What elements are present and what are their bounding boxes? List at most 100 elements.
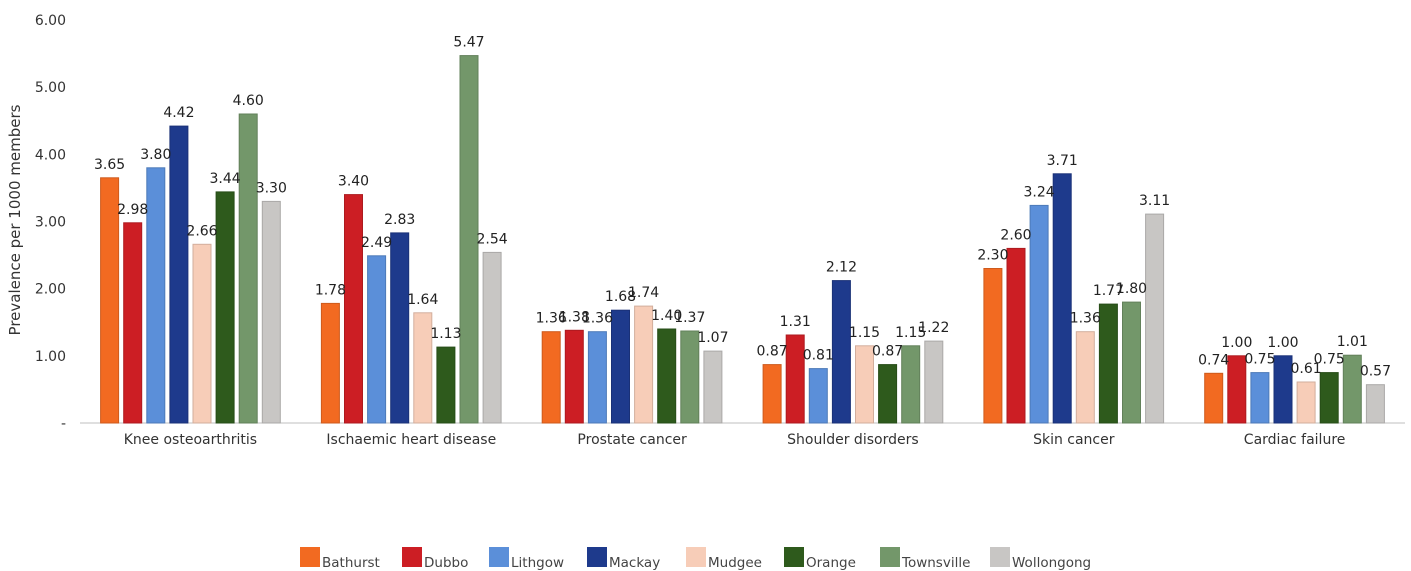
legend-label: Orange [806, 555, 856, 571]
legend-swatch-dubbo [402, 547, 422, 567]
bar-lithgow-2 [367, 255, 387, 424]
data-label: 1.80 [1116, 281, 1147, 297]
legend-swatch-lithgow [489, 547, 509, 567]
y-ticks: - 1.00 2.00 3.00 4.00 5.00 6.00 [35, 13, 66, 432]
data-label: 1.15 [849, 325, 880, 341]
data-label: 2.30 [977, 248, 1008, 264]
bar-mudgee-4 [855, 345, 874, 424]
data-label: 3.44 [210, 171, 241, 187]
bar-wollongong-6 [1365, 384, 1385, 424]
data-label: 0.74 [1198, 352, 1229, 368]
data-label: 2.60 [1000, 227, 1031, 243]
bar-mudgee-5 [1075, 331, 1095, 424]
data-label: 1.78 [315, 282, 346, 298]
x-category-label: Shoulder disorders [787, 432, 919, 448]
data-label: 1.64 [407, 292, 438, 308]
legend-swatch-townsville [880, 547, 900, 567]
bar-mackay-2 [390, 232, 410, 424]
data-label: 1.22 [918, 320, 949, 336]
bar-bathurst-2 [320, 302, 340, 424]
data-label: 0.75 [1244, 352, 1275, 368]
bars [100, 55, 1385, 424]
bar-orange-1 [215, 191, 235, 424]
x-category-label: Prostate cancer [577, 432, 687, 448]
legend-label: Lithgow [511, 555, 564, 571]
legend-label: Dubbo [424, 555, 468, 571]
data-label: 1.36 [1070, 311, 1101, 327]
data-label: 1.77 [1093, 283, 1124, 299]
bar-lithgow-6 [1250, 372, 1270, 424]
bar-dubbo-1 [123, 222, 143, 424]
bar-mudgee-2 [413, 312, 433, 424]
bar-mackay-5 [1052, 173, 1072, 424]
bar-orange-2 [436, 346, 456, 424]
data-labels: 3.65 2.98 3.80 4.42 2.66 3.44 4.60 3.30 1.78 3.40… [94, 35, 1391, 380]
data-label: 1.31 [780, 314, 811, 330]
data-label: 2.83 [384, 212, 415, 228]
bar-lithgow-3 [587, 331, 607, 424]
data-label: 5.47 [453, 35, 484, 51]
data-label: 1.13 [430, 326, 461, 342]
y-tick-label: 5.00 [35, 80, 66, 96]
bar-wollongong-5 [1145, 213, 1165, 424]
bar-orange-5 [1098, 303, 1118, 424]
bar-townsville-5 [1122, 301, 1141, 424]
bar-dubbo-5 [1006, 247, 1026, 424]
x-category-label: Knee osteoarthritis [124, 432, 257, 448]
data-label: 3.11 [1139, 193, 1170, 209]
data-label: 0.75 [1314, 352, 1345, 368]
data-label: 1.01 [1337, 334, 1368, 350]
data-label: 1.38 [559, 309, 590, 325]
data-label: 2.12 [826, 260, 857, 276]
data-label: 3.71 [1047, 153, 1078, 169]
legend-swatch-mudgee [686, 547, 706, 567]
legend: Bathurst Dubbo Lithgow Mackay Mudgee Orange To… [300, 547, 1091, 571]
legend-label: Bathurst [322, 555, 380, 571]
data-label: 1.00 [1267, 335, 1298, 351]
bar-townsville-6 [1342, 354, 1362, 424]
data-label: 1.00 [1221, 335, 1252, 351]
bar-townsville-2 [459, 55, 479, 424]
bar-lithgow-5 [1029, 204, 1049, 424]
bar-bathurst-1 [100, 177, 120, 424]
bar-dubbo-3 [564, 329, 584, 424]
bar-orange-4 [878, 364, 898, 424]
bar-dubbo-4 [785, 334, 805, 424]
bar-mudgee-1 [192, 243, 212, 424]
legend-swatch-mackay [587, 547, 607, 567]
data-label: 3.40 [338, 174, 369, 190]
data-label: 4.42 [163, 105, 194, 121]
legend-swatch-wollongong [990, 547, 1010, 567]
x-category-label: Cardiac failure [1244, 432, 1346, 448]
bar-mackay-4 [831, 280, 851, 424]
data-label: 0.81 [803, 348, 834, 364]
bar-wollongong-3 [703, 350, 723, 424]
bar-townsville-3 [680, 330, 700, 424]
data-label: 3.65 [94, 157, 125, 173]
data-label: 3.24 [1024, 184, 1055, 200]
y-tick-label: 1.00 [35, 349, 66, 365]
data-label: 1.36 [582, 311, 613, 327]
bar-bathurst-6 [1204, 372, 1224, 424]
bar-bathurst-3 [541, 331, 561, 424]
legend-label: Townsville [901, 555, 970, 571]
legend-swatch-bathurst [300, 547, 320, 567]
bar-mackay-6 [1273, 355, 1293, 424]
data-label: 0.57 [1360, 364, 1391, 380]
category-labels: Knee osteoarthritis Ischaemic heart disea… [124, 432, 1346, 448]
data-label: 1.74 [628, 285, 659, 301]
bar-wollongong-4 [924, 340, 944, 424]
data-label: 1.36 [536, 311, 567, 327]
bar-townsville-4 [901, 345, 921, 424]
data-label: 1.07 [697, 330, 728, 346]
bar-lithgow-1 [146, 167, 166, 424]
bar-mackay-3 [611, 309, 630, 424]
bar-bathurst-5 [983, 268, 1003, 424]
bar-mudgee-3 [634, 305, 654, 424]
data-label: 1.68 [605, 289, 636, 305]
legend-label: Mackay [609, 555, 660, 571]
bar-wollongong-1 [261, 200, 281, 424]
data-label: 4.60 [233, 93, 264, 109]
bar-dubbo-6 [1227, 355, 1247, 424]
